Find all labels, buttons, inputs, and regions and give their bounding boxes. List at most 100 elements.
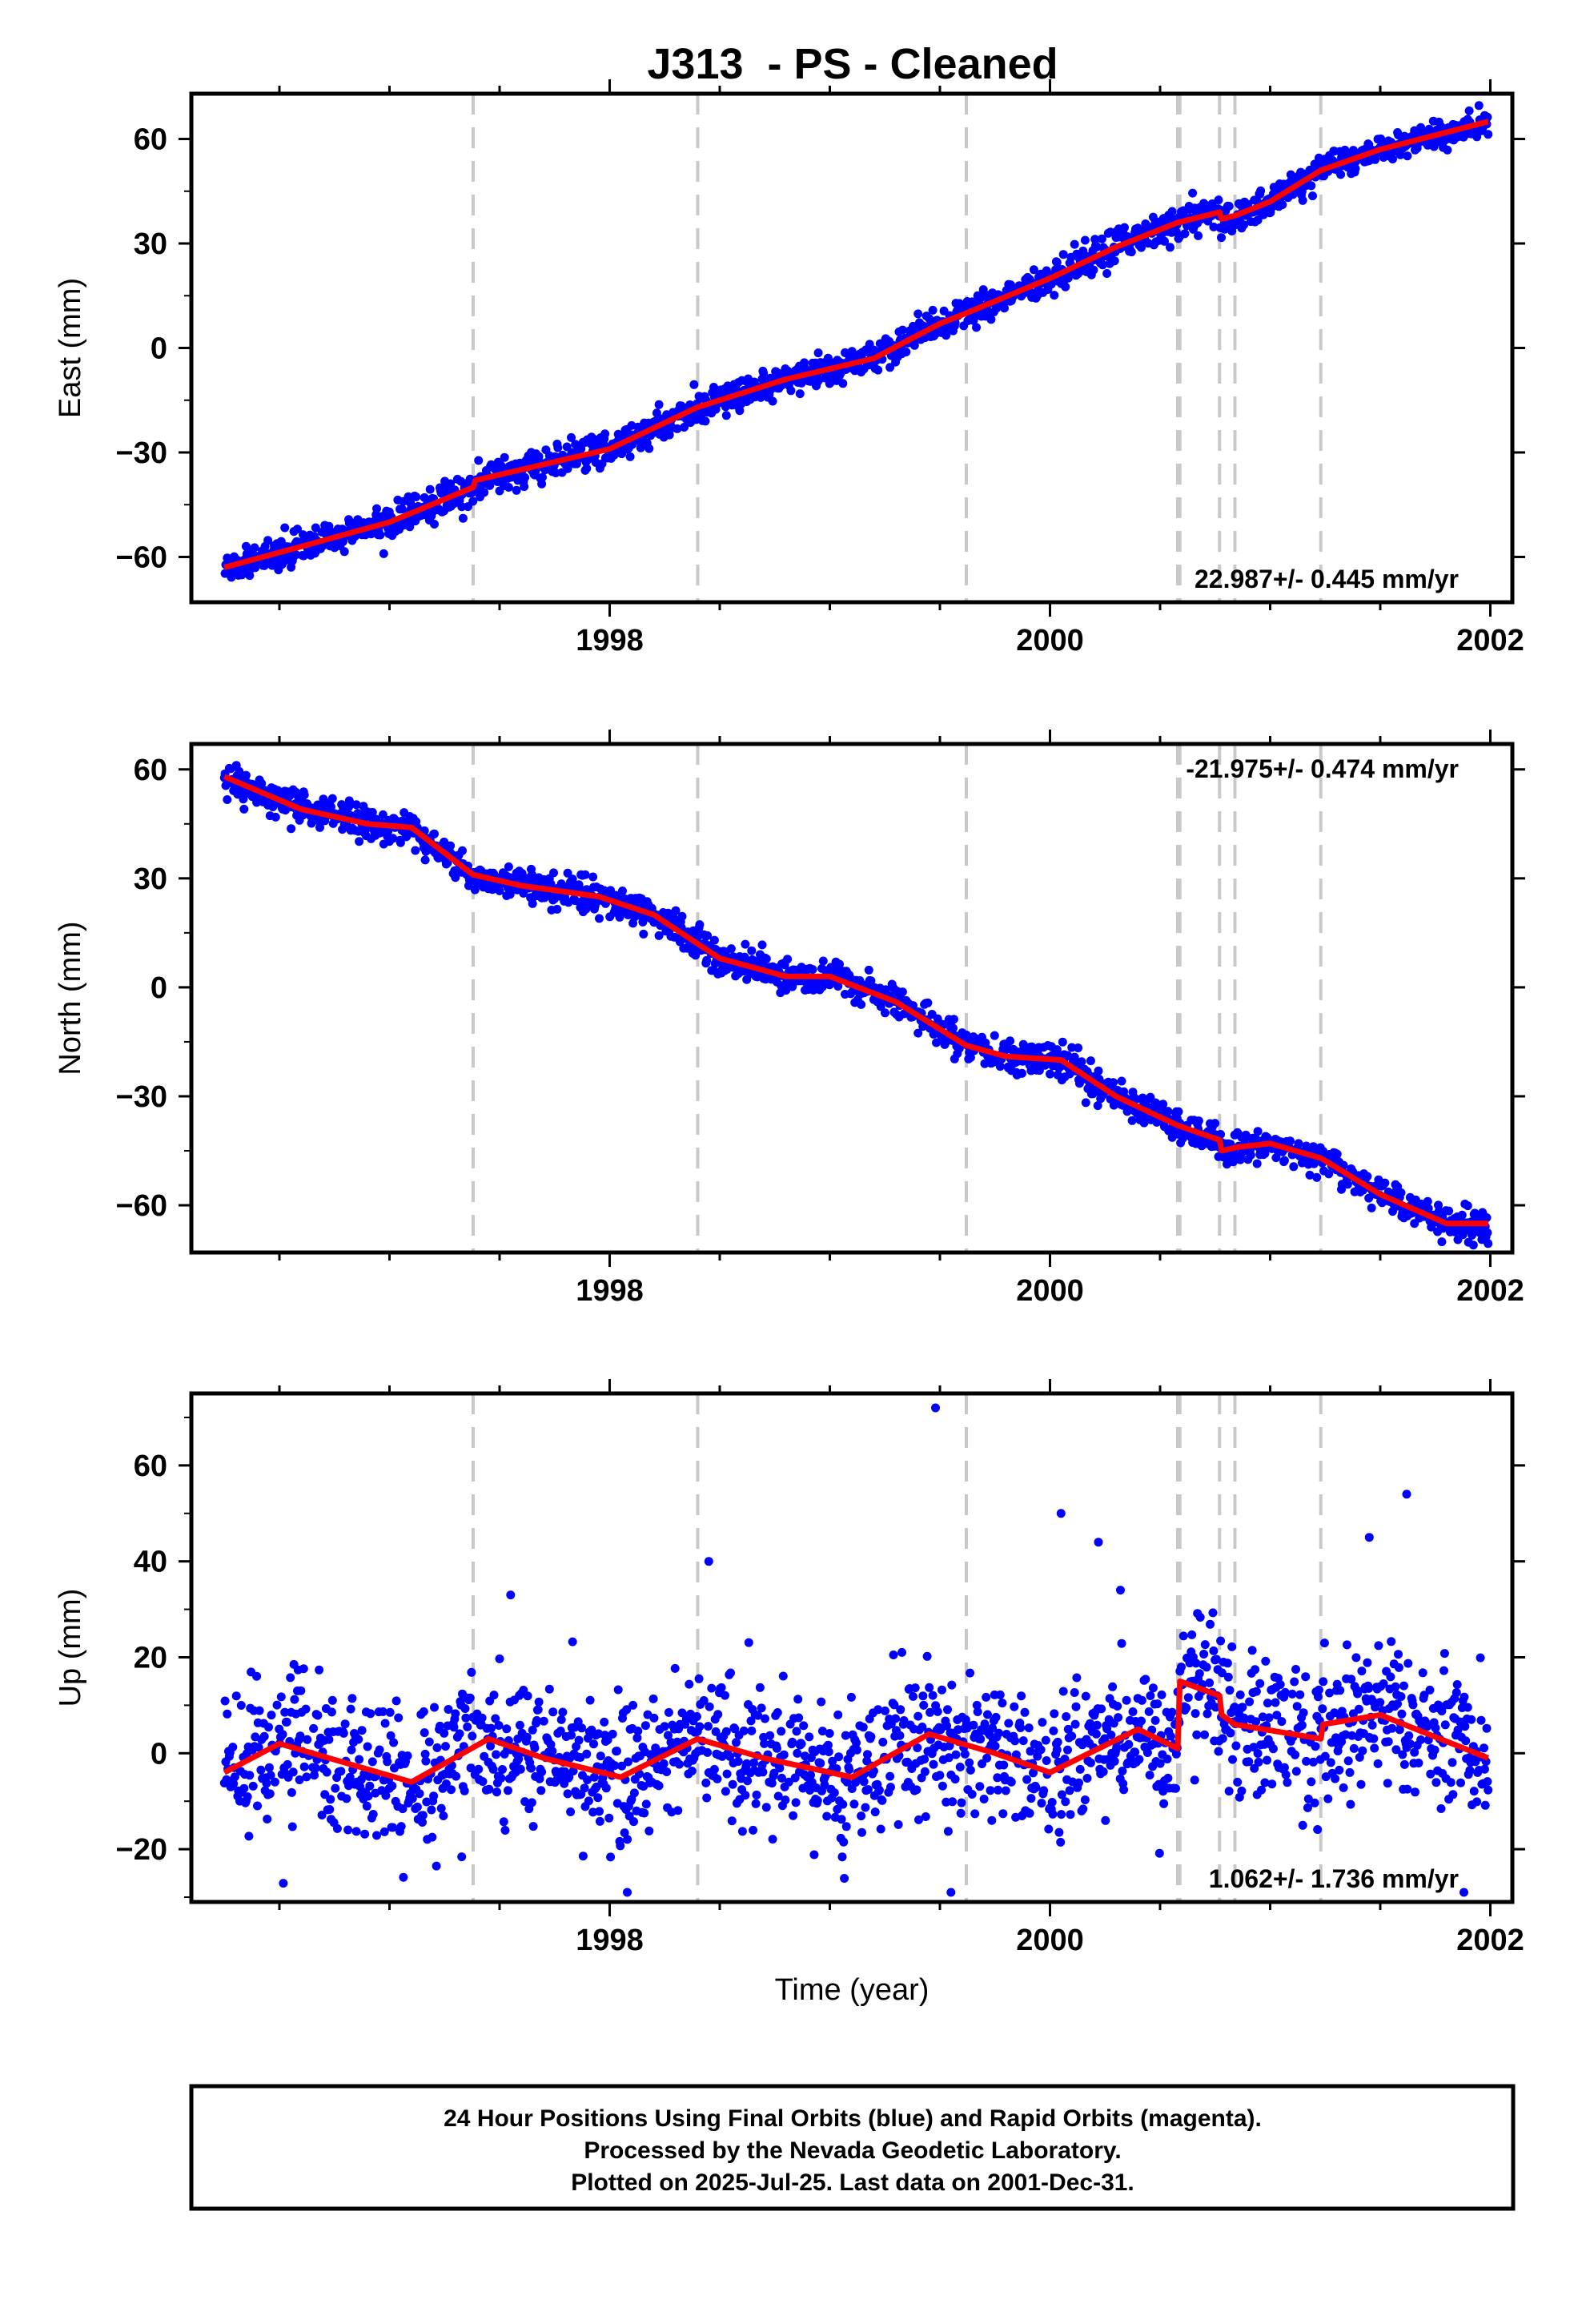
up-data-point bbox=[917, 1723, 927, 1731]
up-data-point bbox=[852, 1738, 861, 1747]
up-data-point bbox=[460, 1704, 470, 1713]
up-data-point bbox=[1472, 1797, 1482, 1807]
east-data-point bbox=[1000, 304, 1009, 313]
up-data-point bbox=[1403, 1784, 1412, 1794]
north-data-point bbox=[833, 982, 843, 991]
up-data-point bbox=[495, 1654, 504, 1663]
east-data-point bbox=[1388, 155, 1397, 164]
up-outlier-point bbox=[946, 1888, 956, 1897]
up-data-point bbox=[1460, 1692, 1469, 1702]
up-data-point bbox=[889, 1651, 898, 1659]
east-data-point bbox=[1278, 200, 1287, 210]
up-data-point bbox=[429, 1791, 439, 1801]
east-y-tick-label: −60 bbox=[116, 541, 167, 574]
up-data-point bbox=[1128, 1707, 1138, 1716]
up-data-point bbox=[1281, 1770, 1291, 1779]
up-data-point bbox=[1356, 1779, 1366, 1789]
up-data-point bbox=[824, 1747, 833, 1756]
up-data-point bbox=[220, 1696, 230, 1706]
up-data-point bbox=[777, 1773, 786, 1783]
up-data-point bbox=[428, 1832, 437, 1842]
up-data-point bbox=[822, 1811, 832, 1821]
up-data-point bbox=[1209, 1646, 1219, 1655]
up-data-point bbox=[1330, 1708, 1339, 1718]
up-data-point bbox=[1183, 1693, 1193, 1703]
up-data-point bbox=[477, 1713, 487, 1723]
up-data-point bbox=[792, 1727, 801, 1736]
up-data-point bbox=[956, 1808, 966, 1818]
up-data-point bbox=[1038, 1718, 1047, 1727]
up-data-point bbox=[1102, 1724, 1112, 1734]
east-data-point bbox=[1058, 250, 1068, 259]
up-data-point bbox=[449, 1723, 459, 1732]
north-data-point bbox=[430, 829, 439, 838]
up-data-point bbox=[1061, 1797, 1070, 1807]
up-data-point bbox=[363, 1791, 373, 1801]
up-data-point bbox=[1357, 1667, 1367, 1676]
up-data-point bbox=[1067, 1731, 1077, 1741]
up-data-point bbox=[502, 1724, 512, 1734]
up-data-point bbox=[441, 1742, 450, 1751]
north-data-point bbox=[1058, 1037, 1067, 1047]
up-data-point bbox=[1260, 1778, 1270, 1787]
up-data-point bbox=[1414, 1759, 1423, 1767]
up-data-point bbox=[324, 1735, 334, 1744]
up-data-point bbox=[276, 1692, 286, 1702]
up-data-point bbox=[1399, 1681, 1408, 1691]
north-data-point bbox=[654, 931, 664, 940]
up-data-point bbox=[616, 1841, 625, 1851]
up-data-point bbox=[583, 1775, 592, 1784]
up-data-point bbox=[1163, 1773, 1173, 1783]
up-data-point bbox=[1108, 1682, 1118, 1691]
east-data-point bbox=[480, 488, 489, 497]
up-data-point bbox=[489, 1691, 499, 1700]
up-data-point bbox=[264, 1723, 273, 1732]
east-data-point bbox=[1224, 202, 1234, 211]
north-data-point bbox=[1484, 1239, 1493, 1248]
east-data-point bbox=[1298, 195, 1307, 205]
up-data-point bbox=[1145, 1771, 1154, 1780]
up-rate-label: 1.062+/- 1.736 mm/yr bbox=[1209, 1864, 1459, 1893]
up-data-point bbox=[1022, 1775, 1032, 1784]
east-data-point bbox=[1098, 260, 1107, 270]
up-data-point bbox=[244, 1831, 254, 1841]
up-data-point bbox=[385, 1707, 395, 1717]
east-data-point bbox=[795, 389, 805, 399]
up-data-point bbox=[577, 1723, 587, 1733]
up-data-point bbox=[610, 1761, 620, 1771]
up-data-point bbox=[896, 1705, 905, 1715]
up-data-point bbox=[943, 1705, 952, 1715]
up-data-point bbox=[1463, 1703, 1472, 1712]
up-data-point bbox=[600, 1717, 609, 1727]
up-data-point bbox=[845, 1765, 854, 1775]
up-data-point bbox=[980, 1719, 990, 1729]
east-data-point bbox=[551, 468, 560, 477]
up-data-point bbox=[396, 1822, 406, 1831]
up-data-point bbox=[1271, 1698, 1280, 1707]
up-data-point bbox=[1280, 1687, 1290, 1697]
up-data-point bbox=[355, 1755, 364, 1764]
up-data-point bbox=[1408, 1700, 1418, 1710]
north-y-tick-label: 60 bbox=[134, 754, 167, 787]
up-data-point bbox=[287, 1787, 296, 1797]
up-data-point bbox=[367, 1757, 377, 1767]
up-data-point bbox=[711, 1727, 721, 1736]
up-data-point bbox=[649, 1713, 659, 1723]
north-data-point bbox=[1468, 1240, 1478, 1250]
up-data-point bbox=[944, 1753, 954, 1763]
up-data-point bbox=[852, 1745, 861, 1755]
up-data-point bbox=[536, 1786, 546, 1795]
up-data-point bbox=[421, 1756, 431, 1766]
up-data-point bbox=[1223, 1659, 1232, 1668]
east-data-point bbox=[1484, 130, 1493, 139]
up-data-point bbox=[777, 1727, 786, 1736]
up-data-point bbox=[266, 1771, 275, 1780]
east-data-point bbox=[1256, 186, 1266, 195]
north-data-point bbox=[1138, 1093, 1147, 1103]
up-data-point bbox=[491, 1714, 500, 1723]
east-data-points bbox=[220, 101, 1493, 582]
up-data-point bbox=[1310, 1798, 1319, 1807]
up-data-point bbox=[504, 1786, 512, 1795]
east-data-point bbox=[1120, 223, 1129, 232]
up-data-point bbox=[1476, 1715, 1486, 1725]
